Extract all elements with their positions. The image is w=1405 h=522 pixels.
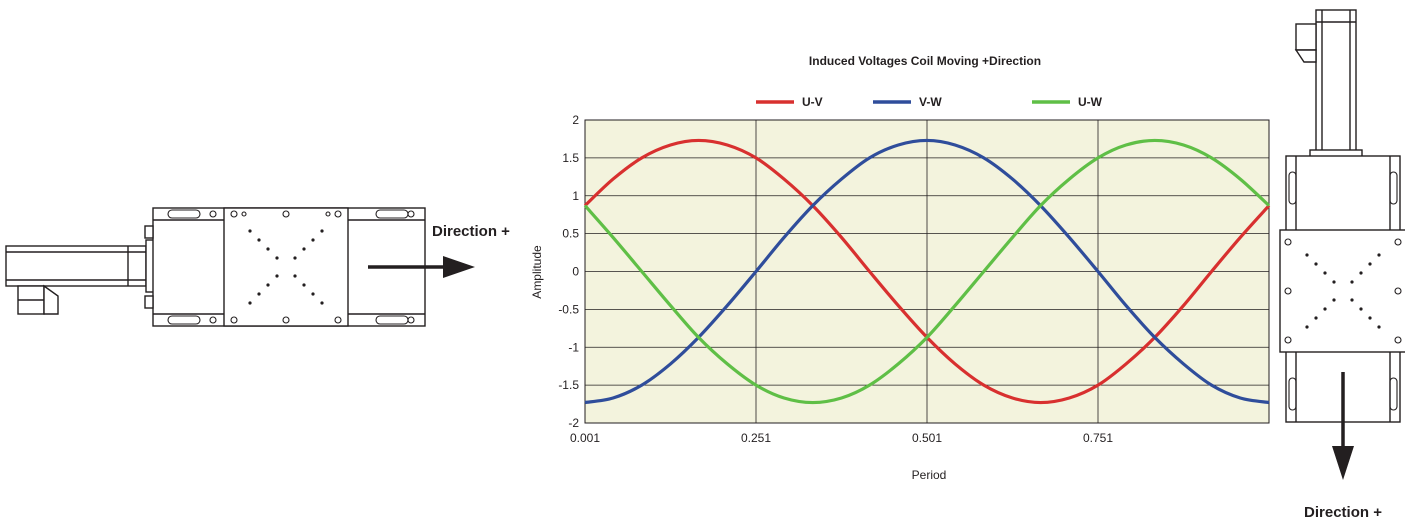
mounting-hole xyxy=(320,229,324,233)
mounting-hole xyxy=(1350,298,1354,302)
legend-label: U-V xyxy=(802,95,823,109)
y-tick-label: -1.5 xyxy=(558,378,579,392)
legend: U-V V-W U-W xyxy=(756,95,1103,109)
mounting-hole xyxy=(275,256,279,260)
mounting-hole xyxy=(302,283,306,287)
legend-item-v-w: V-W xyxy=(873,95,942,109)
y-axis-ticks: 2 1.5 1 0.5 0 -0.5 -1 -1.5 -2 xyxy=(558,113,579,430)
direction-arrow-down-icon xyxy=(1332,372,1354,480)
mounting-hole xyxy=(266,283,270,287)
y-axis-label: Amplitude xyxy=(530,245,544,299)
series-line-u-w xyxy=(583,138,1271,405)
mounting-hole xyxy=(1305,325,1309,329)
vertical-linear-stage xyxy=(1279,9,1405,423)
mounting-hole xyxy=(257,238,261,242)
motor-icon xyxy=(1294,9,1363,159)
legend-item-u-w: U-W xyxy=(1032,95,1103,109)
legend-item-u-v: U-V xyxy=(756,95,823,109)
legend-label: V-W xyxy=(919,95,942,109)
mounting-hole xyxy=(311,292,315,296)
stage-carriage xyxy=(1279,229,1405,353)
mounting-hole xyxy=(293,274,297,278)
series-lines xyxy=(583,138,1271,405)
x-tick-label: 0.001 xyxy=(570,431,600,445)
grid-lines xyxy=(584,119,1269,424)
mounting-hole xyxy=(257,292,261,296)
mounting-hole xyxy=(302,247,306,251)
mounting-hole xyxy=(1350,280,1354,284)
mounting-hole xyxy=(1368,316,1372,320)
mounting-hole xyxy=(1377,325,1381,329)
mounting-hole xyxy=(320,301,324,305)
y-tick-label: -1 xyxy=(568,340,579,354)
chart-title: Induced Voltages Coil Moving +Direction xyxy=(809,54,1041,68)
mounting-hole xyxy=(1377,253,1381,257)
right-direction-label: Direction + xyxy=(1304,504,1382,521)
mounting-hole xyxy=(1332,298,1336,302)
mounting-hole xyxy=(1305,253,1309,257)
y-tick-label: 1.5 xyxy=(562,151,579,165)
legend-label: U-W xyxy=(1078,95,1103,109)
motor-icon xyxy=(5,239,155,315)
y-tick-label: 2 xyxy=(572,113,579,127)
direction-arrow-right-icon xyxy=(368,256,475,278)
mounting-hole xyxy=(266,247,270,251)
mounting-hole xyxy=(1368,262,1372,266)
x-tick-label: 0.251 xyxy=(741,431,771,445)
left-direction-label: Direction + xyxy=(432,223,510,240)
mounting-hole xyxy=(311,238,315,242)
line-chart: 2 1.5 1 0.5 0 -0.5 -1 -1.5 -2 0.001 0.251 0.501 0.7… xyxy=(530,54,1271,482)
horizontal-linear-stage xyxy=(5,207,426,327)
y-tick-label: 1 xyxy=(572,189,579,203)
y-tick-label: 0 xyxy=(572,265,579,279)
y-tick-label: 0.5 xyxy=(562,227,579,241)
mounting-hole xyxy=(293,256,297,260)
x-axis-ticks: 0.001 0.251 0.501 0.751 xyxy=(570,431,1113,445)
mounting-hole xyxy=(1359,307,1363,311)
x-tick-label: 0.751 xyxy=(1083,431,1113,445)
mounting-hole xyxy=(248,229,252,233)
stage-carriage xyxy=(223,207,349,327)
mounting-hole xyxy=(1323,271,1327,275)
y-tick-label: -0.5 xyxy=(558,302,579,316)
mounting-hole xyxy=(1323,307,1327,311)
x-axis-label: Period xyxy=(912,468,947,482)
mounting-hole xyxy=(1314,316,1318,320)
mounting-hole xyxy=(275,274,279,278)
mounting-hole xyxy=(248,301,252,305)
mounting-hole xyxy=(1314,262,1318,266)
mounting-hole xyxy=(1359,271,1363,275)
y-tick-label: -2 xyxy=(568,416,579,430)
x-tick-label: 0.501 xyxy=(912,431,942,445)
mounting-hole xyxy=(1332,280,1336,284)
